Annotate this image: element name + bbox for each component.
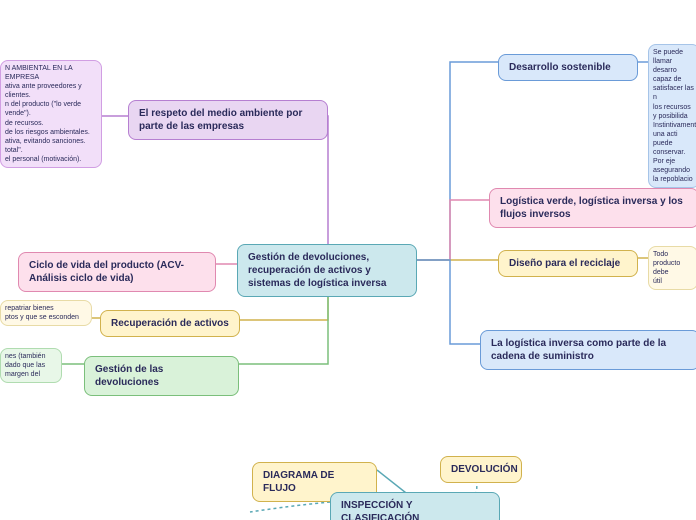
node-ciclo: Ciclo de vida del producto (ACV-Análisis… <box>18 252 216 292</box>
node-diseno_detail: Todo producto debeútil <box>648 246 696 290</box>
node-center: Gestión de devoluciones, recuperación de… <box>237 244 417 297</box>
node-respeto_detail: N AMBIENTAL EN LA EMPRESAativa ante prov… <box>0 60 102 168</box>
node-devolucion: DEVOLUCIÓN <box>440 456 522 483</box>
node-inspeccion: INSPECCIÓN Y CLASIFICACIÓN <box>330 492 500 520</box>
node-logverde: Logística verde, logística inversa y los… <box>489 188 696 228</box>
node-diseno: Diseño para el reciclaje <box>498 250 638 277</box>
node-cadena: La logística inversa como parte de la ca… <box>480 330 696 370</box>
node-respeto: El respeto del medio ambiente por parte … <box>128 100 328 140</box>
node-recuperacion: Recuperación de activos <box>100 310 240 337</box>
node-gestion_dev: Gestión de las devoluciones <box>84 356 239 396</box>
node-desarrollo_detail: Se puede llamar desarrocapaz de satisfac… <box>648 44 696 188</box>
node-desarrollo: Desarrollo sostenible <box>498 54 638 81</box>
node-recuperacion_detail: repatriar bienesptos y que se esconden <box>0 300 92 326</box>
node-gestion_det: nes (tambiéndado que lasmargen del <box>0 348 62 383</box>
